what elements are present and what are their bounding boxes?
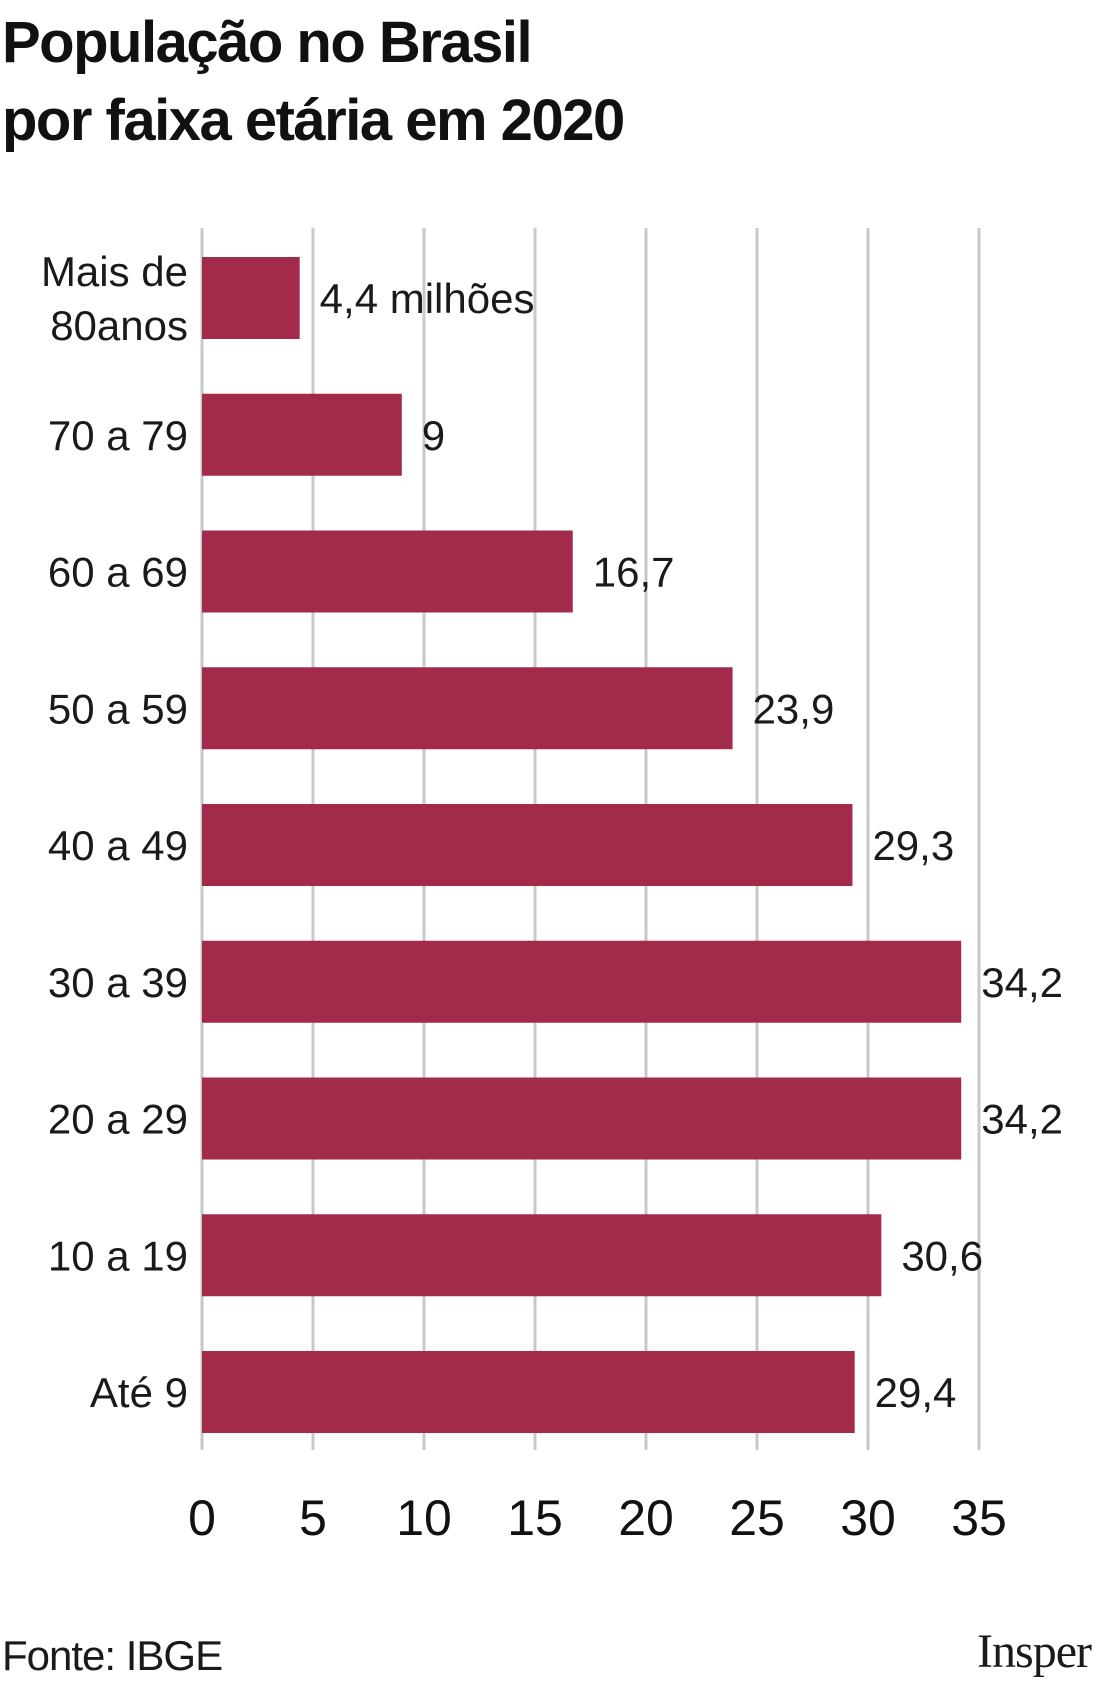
x-axis-tick-labels: 0 5 10 15 20 25 30 35 [188, 1490, 1007, 1546]
x-tick-label: 20 [618, 1490, 674, 1546]
bars [202, 257, 962, 1433]
category-label: Até 9 [90, 1369, 188, 1416]
bar [202, 393, 402, 476]
category-label: 70 a 79 [48, 412, 188, 459]
x-tick-label: 5 [299, 1490, 327, 1546]
value-label: 4,4 milhões [320, 275, 535, 322]
category-label: Mais de [41, 248, 188, 295]
category-label: 60 a 69 [48, 549, 188, 596]
source-note: Fonte: IBGE [2, 1632, 223, 1679]
x-tick-label: 0 [188, 1490, 216, 1546]
bar [202, 804, 853, 886]
value-label: 29,3 [872, 822, 954, 869]
bar [202, 1351, 855, 1433]
category-label: 20 a 29 [48, 1096, 188, 1143]
category-label: 80anos [50, 302, 188, 349]
bar-chart: Mais de 80anos 70 a 79 60 a 69 50 a 59 40 a 4… [41, 228, 1063, 1546]
bar [202, 940, 962, 1023]
x-tick-label: 15 [507, 1490, 563, 1546]
value-labels: 4,4 milhões 9 16,7 23,9 29,3 34,2 34,2 30,6 29,4 [320, 275, 1063, 1416]
category-label: 50 a 59 [48, 685, 188, 732]
category-label: 40 a 49 [48, 822, 188, 869]
x-tick-label: 10 [396, 1490, 452, 1546]
value-label: 34,2 [981, 959, 1063, 1006]
bar [202, 1214, 882, 1297]
value-label: 30,6 [901, 1232, 983, 1279]
x-tick-label: 30 [840, 1490, 896, 1546]
value-label: 34,2 [981, 1096, 1063, 1143]
bar [202, 667, 733, 750]
value-label: 29,4 [875, 1369, 957, 1416]
category-labels: Mais de 80anos 70 a 79 60 a 69 50 a 59 40 a 4… [41, 248, 188, 1416]
chart-title-line-1: População no Brasil [2, 10, 533, 75]
bar [202, 530, 573, 613]
bar [202, 1077, 962, 1160]
insper-logo: Insper [977, 1625, 1092, 1678]
category-label: 10 a 19 [48, 1232, 188, 1279]
x-tick-label: 25 [729, 1490, 785, 1546]
chart-title-line-2: por faixa etária em 2020 [2, 88, 625, 153]
value-label: 23,9 [753, 685, 835, 732]
value-label: 9 [422, 412, 445, 459]
bar [202, 257, 300, 339]
chart-title: População no Brasil por faixa etária em … [2, 4, 1092, 160]
value-label: 16,7 [593, 549, 675, 596]
category-label: 30 a 39 [48, 959, 188, 1006]
x-tick-label: 35 [951, 1490, 1007, 1546]
